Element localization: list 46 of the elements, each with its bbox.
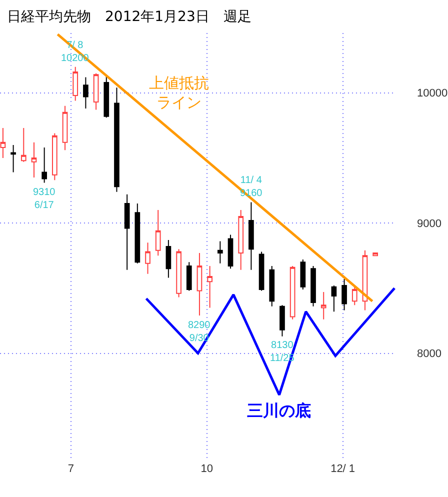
candlestick [62, 105, 68, 151]
candlestick [20, 128, 26, 162]
candlestick [42, 147, 47, 184]
candlestick [114, 87, 120, 192]
y-tick-label: 10000 [417, 88, 448, 100]
candlestick [372, 252, 378, 256]
candlestick [72, 66, 78, 102]
candlestick [310, 266, 316, 307]
candlestick [176, 248, 182, 298]
annotation: 9310 6/17 [33, 187, 56, 211]
candlestick [248, 202, 254, 270]
series-label: 上値抵抗ライン [149, 74, 209, 112]
candlestick [269, 266, 275, 307]
candlestick [93, 72, 99, 110]
candlestick [83, 76, 88, 110]
candlestick [258, 251, 264, 292]
candlestick [300, 259, 306, 290]
line-series [145, 286, 396, 396]
x-tick-label: 7 [68, 463, 74, 475]
candlestick [207, 266, 212, 308]
candlestick [320, 292, 326, 320]
candlestick [186, 262, 192, 292]
chart-title: 日経平均先物 2012年1月23日 週足 [7, 8, 252, 25]
candlestick [124, 194, 130, 270]
candlestick [290, 266, 296, 320]
candlestick [31, 142, 37, 178]
candlestick [352, 285, 358, 306]
y-tick-label: 9000 [417, 218, 442, 230]
candlestick [196, 252, 202, 316]
candlestick [10, 144, 16, 173]
candlestick [217, 240, 223, 264]
x-tick-label: 12/ 1 [330, 463, 356, 475]
series-label: 三川の底 [247, 401, 311, 420]
candlestick [166, 239, 172, 278]
candlestick [104, 74, 110, 118]
x-tick-label: 10 [200, 463, 213, 475]
candlestick [331, 285, 337, 312]
candlestick [145, 242, 150, 274]
candlestick [280, 304, 285, 337]
candlestick [134, 203, 140, 264]
candlestick [228, 234, 234, 270]
candlestick [52, 132, 58, 181]
y-tick-label: 8000 [417, 348, 442, 360]
candlestick [155, 210, 161, 256]
candlestick [342, 278, 347, 311]
candlestick [238, 210, 244, 270]
